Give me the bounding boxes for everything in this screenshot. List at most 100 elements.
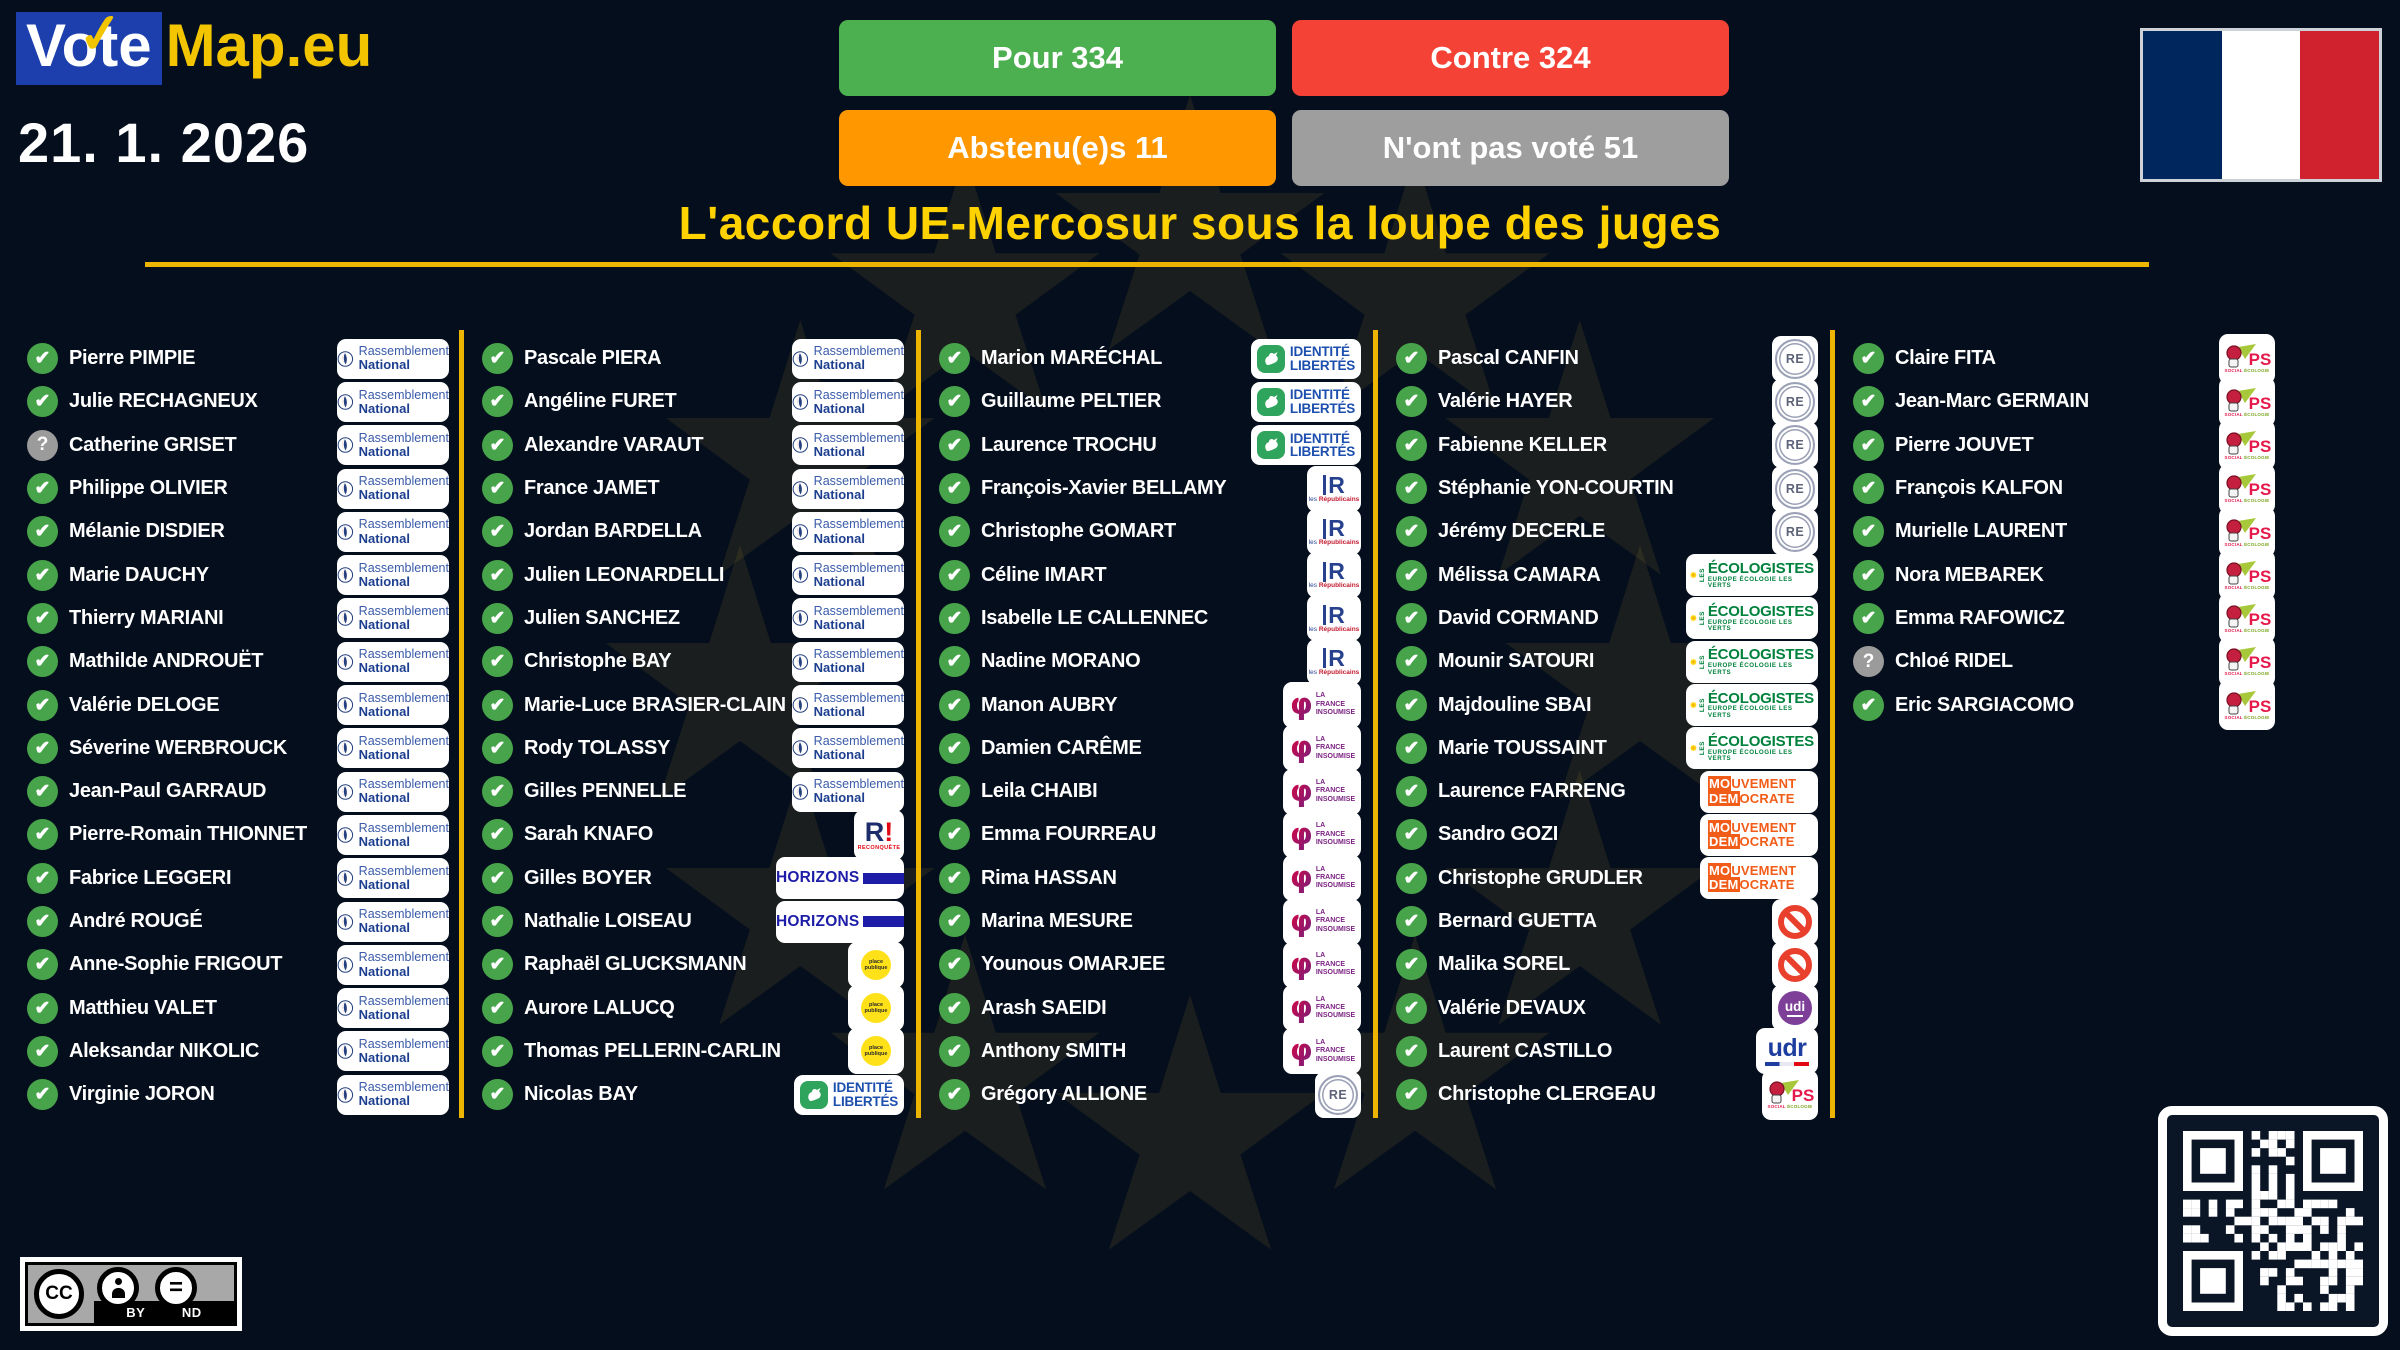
mep-row[interactable]: ✔ Raphaël GLUCKSMANN place publique	[482, 941, 912, 988]
mep-row[interactable]: ✔ Christophe CLERGEAU PS SOCIAL ÉCOLOGIE	[1396, 1069, 1826, 1120]
mep-row[interactable]: ✔ Eric SARGIACOMO PS SOCIAL ÉCOLOGIE	[1853, 680, 2283, 731]
mep-row[interactable]: ✔ Anthony SMITH φ LA FRANCE INSOUMISE	[939, 1028, 1369, 1075]
mep-row[interactable]: ✔ David CORMAND LES ÉCOLOGISTES EUROPE ÉCOLO…	[1396, 597, 1826, 640]
mep-name: Claire FITA	[1895, 347, 1996, 370]
mep-row[interactable]: ✔ Jérémy DECERLE RE	[1396, 508, 1826, 555]
mep-row[interactable]: ✔ Fabienne KELLER RE	[1396, 422, 1826, 469]
mep-row[interactable]: ✔ Pierre-Romain THIONNET Rassemblement Nati…	[27, 813, 457, 856]
mep-row[interactable]: ✔ Valérie DEVAUX udi	[1396, 985, 1826, 1032]
mep-row[interactable]: ✔ Gilles BOYER HORIZONS	[482, 857, 912, 900]
mep-row[interactable]: ✔ Gilles PENNELLE Rassemblement National	[482, 770, 912, 813]
mep-row[interactable]: ✔ Julien SANCHEZ Rassemblement National	[482, 597, 912, 640]
mep-row[interactable]: ✔ Guillaume PELTIER IDENTITÉ LIBERTÉS	[939, 380, 1369, 423]
contre-count-button[interactable]: Contre 324	[1292, 20, 1729, 96]
mep-row[interactable]: ✔ Angéline FURET Rassemblement National	[482, 380, 912, 423]
mep-row[interactable]: ✔ Grégory ALLIONE RE	[939, 1071, 1369, 1118]
mep-row[interactable]: ✔ Mélissa CAMARA LES ÉCOLOGISTES EUROPE ÉCOL…	[1396, 553, 1826, 597]
mep-row[interactable]: ✔ Nicolas BAY IDENTITÉ LIBERTÉS	[482, 1073, 912, 1116]
sunflower-icon	[1690, 745, 1697, 752]
abstentions-count-button[interactable]: Abstenu(e)s 11	[839, 110, 1276, 186]
mep-row[interactable]: ? Catherine GRISET Rassemblement National	[27, 424, 457, 467]
pour-count-button[interactable]: Pour 334	[839, 20, 1276, 96]
mep-row[interactable]: ✔ Sandro GOZI MOUVEMENT DEMOCRATE	[1396, 813, 1826, 856]
party-logo-slot: place publique	[848, 941, 904, 988]
mep-row[interactable]: ✔ Laurent CASTILLO udr	[1396, 1028, 1826, 1075]
mep-row[interactable]: ✔ Pascal CANFIN RE	[1396, 335, 1826, 382]
mep-row[interactable]: ✔ Marie DAUCHY Rassemblement National	[27, 553, 457, 596]
mep-row[interactable]: ✔ Leila CHAIBI φ LA FRANCE INSOUMISE	[939, 768, 1369, 815]
mep-row[interactable]: ✔ Claire FITA PS SOCIAL ÉCOLOGIE	[1853, 333, 2283, 384]
party-logo-la-france-insoumise: φ LA FRANCE INSOUMISE	[1283, 855, 1361, 902]
mep-row[interactable]: ✔ Julien LEONARDELLI Rassemblement National	[482, 553, 912, 596]
mep-row[interactable]: ✔ Younous OMARJEE φ LA FRANCE INSOUMISE	[939, 941, 1369, 988]
party-logo-slot: PS SOCIAL ÉCOLOGIE	[1762, 1069, 1818, 1120]
mep-row[interactable]: ✔ Fabrice LEGGERI Rassemblement National	[27, 857, 457, 900]
mep-row[interactable]: ✔ France JAMET Rassemblement National	[482, 467, 912, 510]
mep-row[interactable]: ✔ Damien CARÊME φ LA FRANCE INSOUMISE	[939, 725, 1369, 772]
mep-row[interactable]: ✔ Rima HASSAN φ LA FRANCE INSOUMISE	[939, 855, 1369, 902]
vote-pour-icon: ✔	[939, 732, 970, 764]
logo-vote-box: Vote ✓	[16, 2, 162, 85]
mep-row[interactable]: ✔ Matthieu VALET Rassemblement National	[27, 986, 457, 1029]
mep-row[interactable]: ✔ Laurence FARRENG MOUVEMENT DEMOCRATE	[1396, 770, 1826, 813]
mep-row[interactable]: ? Chloé RIDEL PS SOCIAL ÉCOLOGIE	[1853, 636, 2283, 687]
mep-row[interactable]: ✔ Valérie HAYER RE	[1396, 378, 1826, 425]
mep-row[interactable]: ✔ Majdouline SBAI LES ÉCOLOGISTES EUROPE ÉCO…	[1396, 683, 1826, 727]
mep-row[interactable]: ✔ Thomas PELLERIN-CARLIN place publique	[482, 1028, 912, 1075]
party-logo-rassemblement-national: Rassemblement National	[337, 814, 449, 855]
party-logo-slot: PS SOCIAL ÉCOLOGIE	[2219, 636, 2275, 687]
mep-row[interactable]: ✔ Virginie JORON Rassemblement National	[27, 1073, 457, 1116]
mep-row[interactable]: ✔ Pierre PIMPIE Rassemblement National	[27, 337, 457, 380]
mep-row[interactable]: ✔ Jordan BARDELLA Rassemblement National	[482, 510, 912, 553]
mep-row[interactable]: ✔ Marie-Luce BRASIER-CLAIN Rassemblement Na…	[482, 683, 912, 726]
vote-pour-icon: ✔	[1396, 646, 1427, 678]
party-logo-non-inscrit	[1772, 941, 1818, 988]
mep-row[interactable]: ✔ Marie TOUSSAINT LES ÉCOLOGISTES EUROPE ÉCO…	[1396, 727, 1826, 770]
mep-row[interactable]: ✔ Séverine WERBROUCK Rassemblement National	[27, 727, 457, 770]
vote-pour-icon: ✔	[27, 992, 58, 1024]
mep-row[interactable]: ✔ Aleksandar NIKOLIC Rassemblement National	[27, 1030, 457, 1073]
mep-row[interactable]: ✔ Manon AUBRY φ LA FRANCE INSOUMISE	[939, 682, 1369, 729]
mep-row[interactable]: ✔ Sarah KNAFO R! RECONQUÊTE	[482, 809, 912, 860]
mep-row[interactable]: ✔ Valérie DELOGE Rassemblement National	[27, 683, 457, 726]
mep-row[interactable]: ✔ Pierre JOUVET PS SOCIAL ÉCOLOGIE	[1853, 420, 2283, 471]
mep-row[interactable]: ✔ Mounir SATOURI LES ÉCOLOGISTES EUROPE ÉCOL…	[1396, 640, 1826, 683]
mep-row[interactable]: ✔ Jean-Paul GARRAUD Rassemblement National	[27, 770, 457, 813]
mep-row[interactable]: ✔ Christophe BAY Rassemblement National	[482, 640, 912, 683]
mep-row[interactable]: ✔ Emma FOURREAU φ LA FRANCE INSOUMISE	[939, 811, 1369, 858]
cc-by-nd-license[interactable]: BY ND CC =	[20, 1257, 242, 1331]
mep-row[interactable]: ✔ Bernard GUETTA	[1396, 898, 1826, 945]
mep-row[interactable]: ✔ Mathilde ANDROUËT Rassemblement National	[27, 640, 457, 683]
mep-row[interactable]: ✔ Alexandre VARAUT Rassemblement National	[482, 424, 912, 467]
mep-row[interactable]: ✔ Emma RAFOWICZ PS SOCIAL ÉCOLOGIE	[1853, 593, 2283, 644]
not-voted-count-button[interactable]: N'ont pas voté 51	[1292, 110, 1729, 186]
mep-row[interactable]: ✔ Malika SOREL	[1396, 941, 1826, 988]
mep-row[interactable]: ✔ Arash SAEIDI φ LA FRANCE INSOUMISE	[939, 985, 1369, 1032]
mep-row[interactable]: ✔ Nora MEBAREK PS SOCIAL ÉCOLOGIE	[1853, 550, 2283, 601]
mep-row[interactable]: ✔ Thierry MARIANI Rassemblement National	[27, 597, 457, 640]
mep-row[interactable]: ✔ Aurore LALUCQ place publique	[482, 985, 912, 1032]
mep-row[interactable]: ✔ Marina MESURE φ LA FRANCE INSOUMISE	[939, 898, 1369, 945]
mep-row[interactable]: ✔ François KALFON PS SOCIAL ÉCOLOGIE	[1853, 463, 2283, 514]
mep-row[interactable]: ✔ Julie RECHAGNEUX Rassemblement National	[27, 380, 457, 423]
mep-row[interactable]: ✔ Jean-Marc GERMAIN PS SOCIAL ÉCOLOGIE	[1853, 376, 2283, 427]
mep-row[interactable]: ✔ André ROUGÉ Rassemblement National	[27, 900, 457, 943]
mep-row[interactable]: ✔ Christophe GRUDLER MOUVEMENT DEMOCRATE	[1396, 857, 1826, 900]
mep-row[interactable]: ✔ Marion MARÉCHAL IDENTITÉ LIBERTÉS	[939, 337, 1369, 380]
mep-row[interactable]: ✔ Rody TOLASSY Rassemblement National	[482, 727, 912, 770]
mep-row[interactable]: ✔ Nathalie LOISEAU HORIZONS	[482, 900, 912, 943]
mep-row[interactable]: ✔ Mélanie DISDIER Rassemblement National	[27, 510, 457, 553]
mep-name: Catherine GRISET	[69, 433, 237, 456]
mep-row[interactable]: ✔ Laurence TROCHU IDENTITÉ LIBERTÉS	[939, 424, 1369, 467]
mep-row[interactable]: ✔ Anne-Sophie FRIGOUT Rassemblement Nationa…	[27, 943, 457, 986]
mep-row[interactable]: ✔ Pascale PIERA Rassemblement National	[482, 337, 912, 380]
mep-row[interactable]: ✔ Stéphanie YON-COURTIN RE	[1396, 465, 1826, 512]
mep-row[interactable]: ✔ Philippe OLIVIER Rassemblement National	[27, 467, 457, 510]
mep-row[interactable]: ✔ Murielle LAURENT PS SOCIAL ÉCOLOGIE	[1853, 506, 2283, 557]
party-logo-renew-re: RE	[1772, 422, 1818, 469]
